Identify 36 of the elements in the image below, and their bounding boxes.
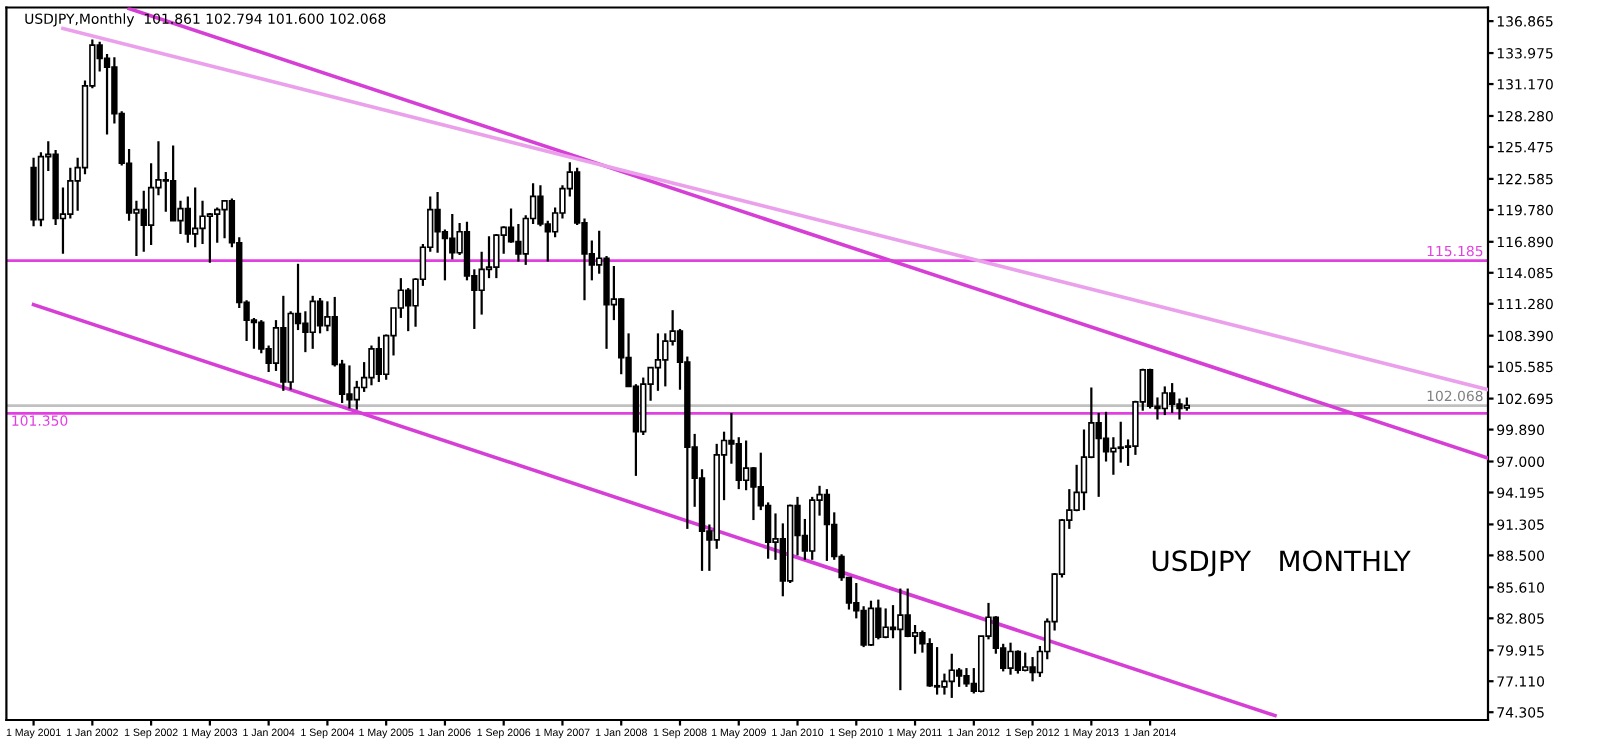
candlestick (963, 666, 970, 688)
candlestick (316, 296, 324, 335)
candlestick (309, 294, 316, 350)
candlestick (1029, 655, 1036, 683)
candlestick (140, 189, 147, 253)
candlestick (933, 645, 941, 696)
candlestick (375, 335, 383, 384)
candlestick (889, 604, 897, 640)
candlestick (897, 587, 904, 692)
candlestick (1168, 381, 1176, 415)
candlestick (955, 666, 963, 688)
candlestick (221, 199, 228, 240)
candlestick (1161, 385, 1168, 417)
candlestick (346, 364, 353, 410)
candlestick (184, 195, 192, 244)
candlestick (926, 637, 933, 688)
candlestick (1014, 649, 1022, 675)
candlestick (662, 332, 669, 388)
candlestick (493, 232, 500, 280)
candlestick (1007, 641, 1014, 676)
candlestick (823, 488, 831, 563)
candlestick (875, 598, 882, 641)
annotation: USDJPY MONTHLY (1152, 550, 1411, 577)
candlestick (191, 186, 199, 249)
candlestick (405, 286, 412, 333)
candlestick (867, 599, 875, 648)
candlestick (742, 439, 750, 492)
candlestick (1080, 428, 1088, 512)
candlestick (882, 607, 889, 640)
candlestick (368, 344, 375, 387)
candlestick (1095, 411, 1102, 498)
candlestick (214, 206, 221, 244)
candlestick (654, 332, 662, 392)
candlestick (948, 652, 955, 700)
candlestick (1117, 420, 1124, 464)
candlestick (515, 222, 522, 263)
